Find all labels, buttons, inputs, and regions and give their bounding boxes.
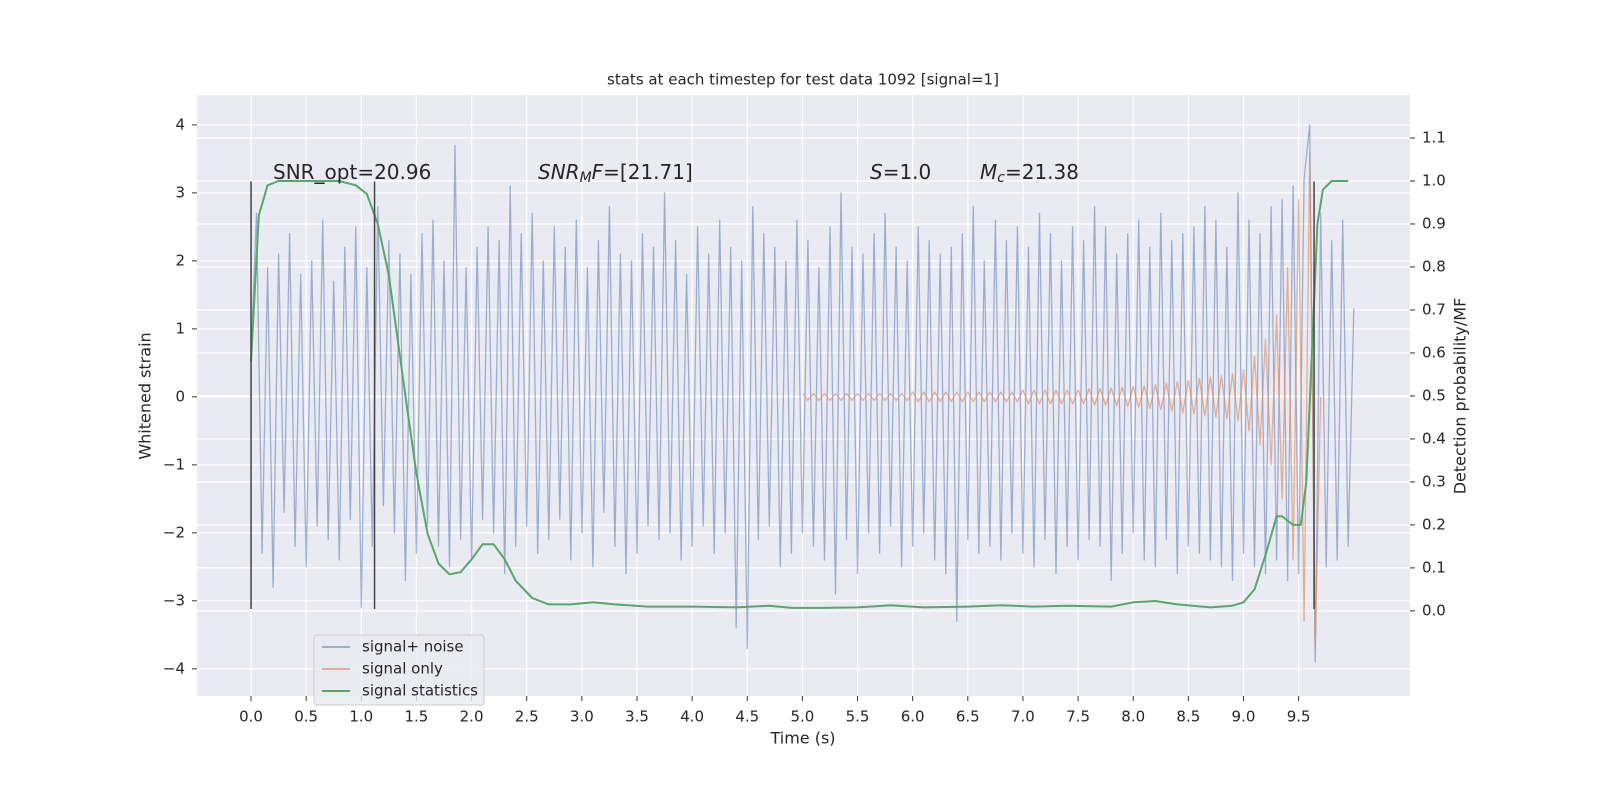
x-tick-label: 8.5 <box>1176 708 1200 726</box>
annotation-part: =21.38 <box>1005 160 1079 184</box>
x-tick-label: 2.5 <box>515 708 539 726</box>
y-tick-label: −1 <box>163 455 185 473</box>
y2-tick-label: 0.6 <box>1422 343 1446 361</box>
annotation-part: SNR <box>538 160 580 184</box>
y2-tick-label: 0.4 <box>1422 429 1446 447</box>
y2-tick-label: 0.9 <box>1422 214 1446 232</box>
y2-tick-label: 0.5 <box>1422 386 1446 404</box>
y2-tick-label: 0.7 <box>1422 300 1446 318</box>
series-line <box>250 124 1355 663</box>
x-tick-label: 8.0 <box>1121 708 1145 726</box>
annotation-part: =1.0 <box>883 160 932 184</box>
y-tick-label: −3 <box>163 591 185 609</box>
annotation-part: M <box>580 170 592 186</box>
y2-tick-label: 0.0 <box>1422 601 1446 619</box>
x-tick-label: 1.5 <box>405 708 429 726</box>
x-axis-label: Time (s) <box>769 729 835 748</box>
x-tick-label: 0.5 <box>294 708 318 726</box>
chart-title: stats at each timestep for test data 109… <box>607 71 999 89</box>
annotation-part: c <box>997 170 1005 186</box>
annotation-part: S <box>870 160 883 184</box>
x-tick-label: 7.5 <box>1066 708 1090 726</box>
series-line <box>801 151 1322 650</box>
annotation: Mc=21.38 <box>980 160 1079 187</box>
x-tick-label: 9.0 <box>1232 708 1256 726</box>
annotation-part: SNR_opt=20.96 <box>273 160 431 184</box>
y2-tick-label: 1.1 <box>1422 128 1446 146</box>
y2-axis-label: Detection probability/MF <box>1451 298 1470 495</box>
y-tick-label: 1 <box>175 319 185 337</box>
y-tick-label: −2 <box>163 523 185 541</box>
y2-tick-label: 0.3 <box>1422 472 1446 490</box>
y-axis-label: Whitened strain <box>136 332 155 459</box>
annotation: SNR_opt=20.96 <box>273 160 431 184</box>
annotation: S=1.0 <box>870 160 931 184</box>
x-tick-label: 6.5 <box>956 708 980 726</box>
y-tick-label: −4 <box>163 659 185 677</box>
x-tick-label: 3.5 <box>625 708 649 726</box>
y2-tick-label: 0.8 <box>1422 257 1446 275</box>
x-tick-label: 6.0 <box>901 708 925 726</box>
legend-label: signal only <box>362 660 443 678</box>
x-tick-label: 0.0 <box>239 708 263 726</box>
x-tick-label: 4.5 <box>735 708 759 726</box>
y2-tick-label: 0.2 <box>1422 515 1446 533</box>
y-tick-label: 3 <box>175 183 185 201</box>
annotation: SNRMF=[21.71] <box>538 160 693 187</box>
x-tick-label: 5.5 <box>846 708 870 726</box>
y-tick-label: 0 <box>175 387 185 405</box>
annotation-part: F <box>592 160 604 184</box>
x-tick-label: 1.0 <box>349 708 373 726</box>
y2-tick-label: 1.0 <box>1422 171 1446 189</box>
y-tick-label: 4 <box>175 115 185 133</box>
annotation-part: M <box>980 160 997 184</box>
series-line <box>250 180 1349 609</box>
legend-label: signal statistics <box>362 682 478 700</box>
y2-tick-label: 0.1 <box>1422 558 1446 576</box>
x-tick-label: 5.0 <box>790 708 814 726</box>
x-tick-label: 7.0 <box>1011 708 1035 726</box>
legend-box <box>313 634 485 706</box>
x-tick-label: 9.5 <box>1287 708 1311 726</box>
legend-label: signal+ noise <box>362 638 464 656</box>
x-tick-label: 2.0 <box>460 708 484 726</box>
x-tick-label: 4.0 <box>680 708 704 726</box>
x-tick-label: 3.0 <box>570 708 594 726</box>
y-tick-label: 2 <box>175 251 185 269</box>
annotation-part: =[21.71] <box>603 160 693 184</box>
